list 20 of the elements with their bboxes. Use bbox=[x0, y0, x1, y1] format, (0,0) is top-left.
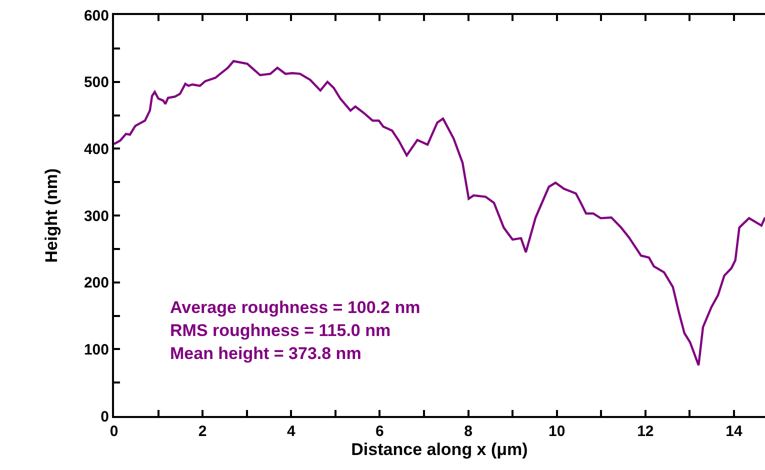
annotation: RMS roughness = 115.0 nm bbox=[170, 321, 391, 340]
x-tick-label: 6 bbox=[376, 423, 384, 440]
annotation: Average roughness = 100.2 nm bbox=[170, 298, 420, 317]
x-tick-label: 12 bbox=[637, 423, 654, 440]
y-tick-label: 200 bbox=[84, 274, 109, 292]
annotation: Mean height = 373.8 nm bbox=[170, 344, 362, 363]
y-axis-title: Height (nm) bbox=[42, 168, 62, 263]
x-tick-label: 14 bbox=[726, 423, 743, 440]
x-tick-label: 2 bbox=[198, 423, 207, 440]
y-tick-label: 300 bbox=[84, 208, 109, 225]
x-tick-label: 8 bbox=[464, 423, 472, 440]
x-tick-label: 4 bbox=[286, 423, 296, 440]
x-axis-title: Distance along x (μm) bbox=[351, 440, 528, 459]
x-tick-label: 10 bbox=[548, 423, 566, 440]
y-tick-label: 500 bbox=[84, 74, 109, 92]
y-tick-label: 600 bbox=[84, 7, 109, 24]
y-tick-label: 100 bbox=[84, 341, 109, 358]
y-tick-label: 400 bbox=[84, 140, 109, 158]
y-tick-label: 0 bbox=[100, 408, 109, 426]
line-series bbox=[114, 60, 765, 366]
